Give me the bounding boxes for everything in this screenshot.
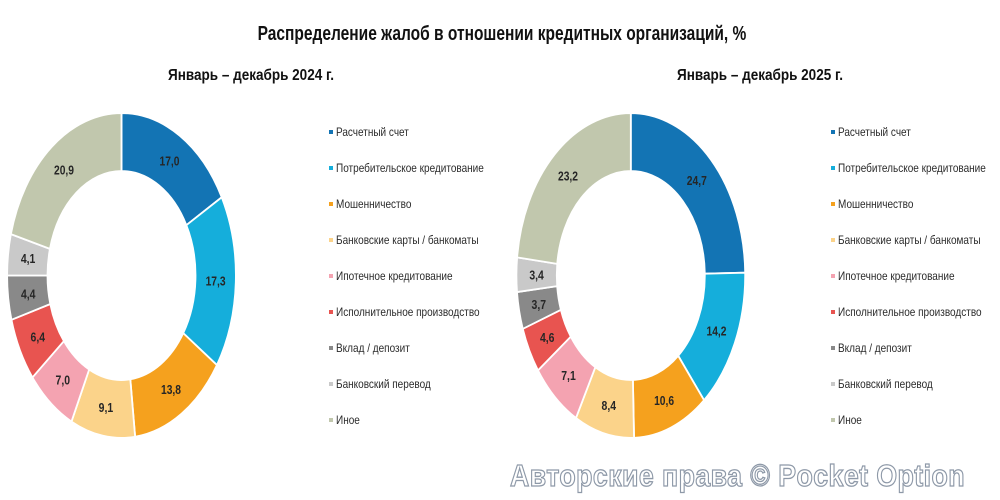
svg-text:4,6: 4,6	[540, 330, 555, 345]
svg-text:20,9: 20,9	[54, 163, 74, 178]
svg-text:9,1: 9,1	[99, 400, 114, 415]
svg-text:17,3: 17,3	[206, 274, 226, 289]
svg-text:3,4: 3,4	[529, 268, 544, 283]
svg-text:6,4: 6,4	[31, 330, 46, 345]
svg-text:4,1: 4,1	[21, 251, 36, 266]
svg-text:13,8: 13,8	[161, 382, 181, 397]
svg-text:24,7: 24,7	[687, 173, 707, 188]
svg-text:10,6: 10,6	[654, 393, 674, 408]
svg-text:7,0: 7,0	[56, 373, 71, 388]
svg-text:4,4: 4,4	[21, 287, 36, 302]
svg-text:7,1: 7,1	[561, 368, 576, 383]
svg-text:23,2: 23,2	[558, 169, 578, 184]
svg-text:8,4: 8,4	[602, 398, 617, 413]
svg-text:17,0: 17,0	[160, 153, 180, 168]
svg-text:14,2: 14,2	[707, 324, 727, 339]
svg-text:3,7: 3,7	[532, 297, 547, 312]
